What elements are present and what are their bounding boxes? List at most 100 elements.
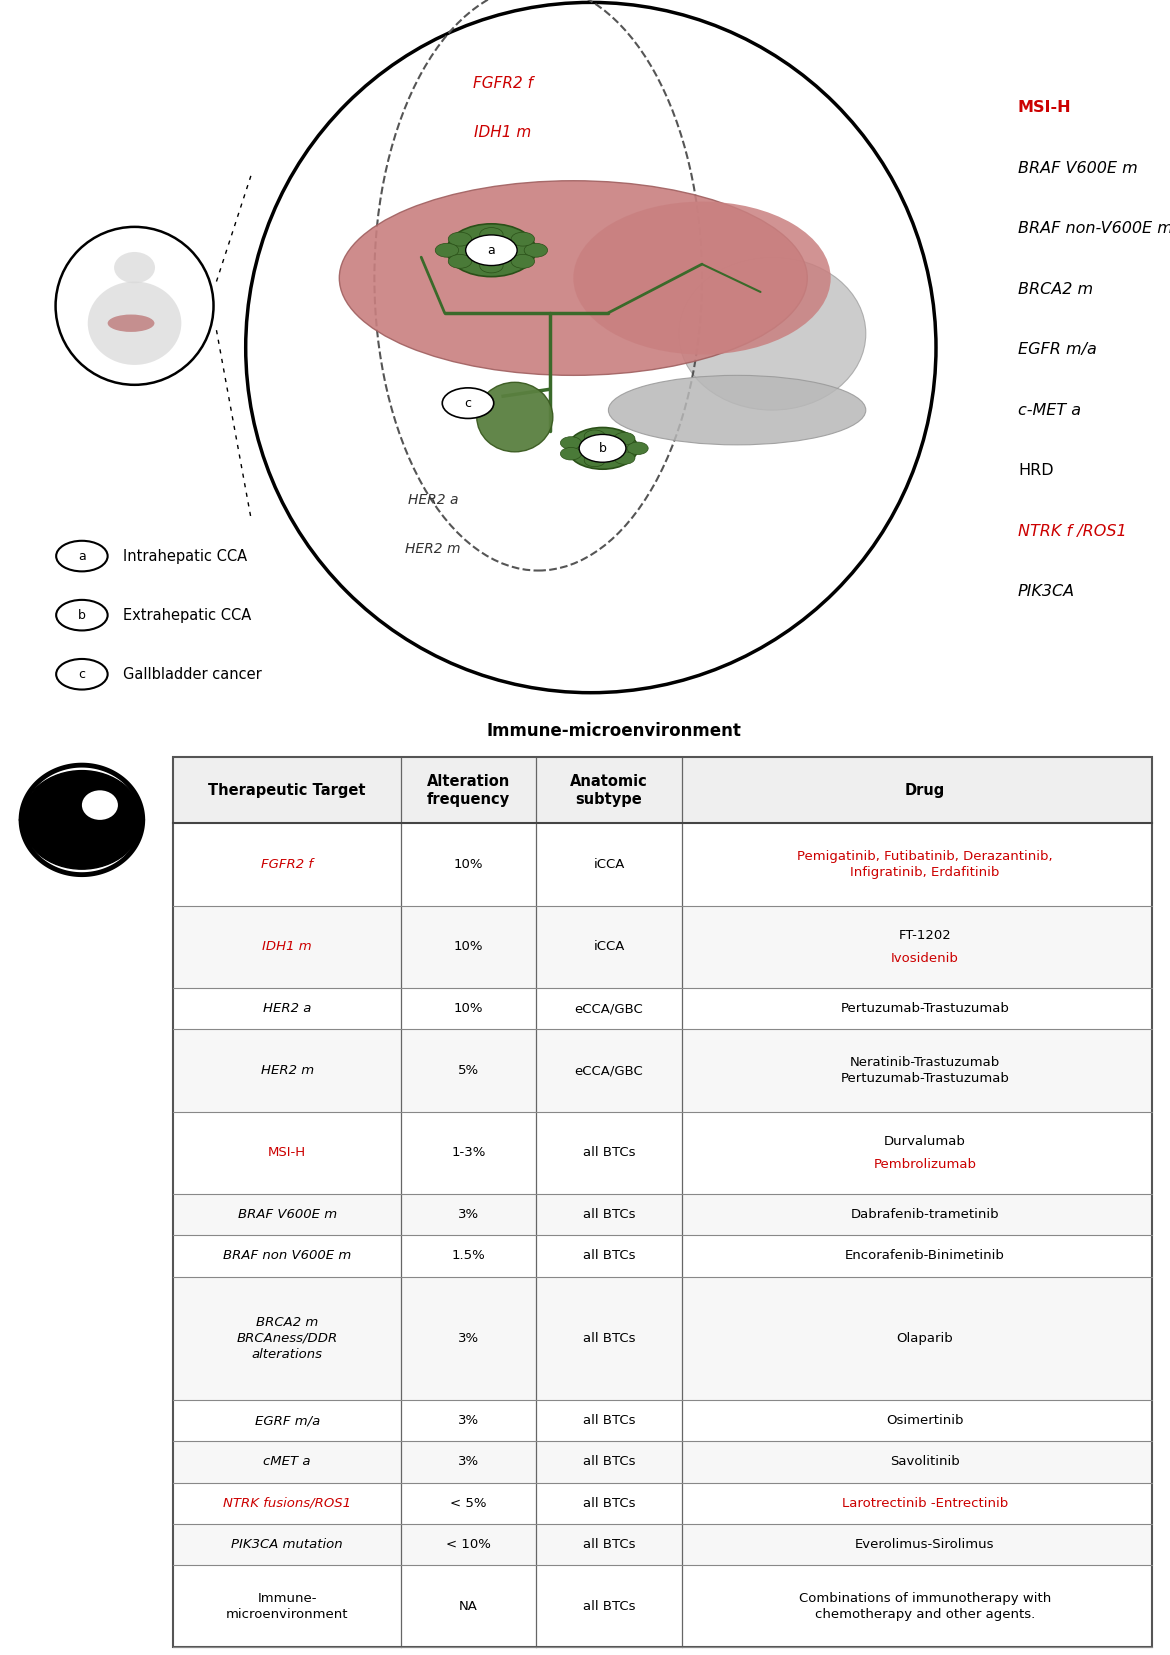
- Text: all BTCs: all BTCs: [583, 1208, 635, 1221]
- Text: EGFR m/a: EGFR m/a: [1018, 343, 1096, 357]
- Text: Savolitinib: Savolitinib: [890, 1455, 959, 1468]
- Text: eCCA/GBC: eCCA/GBC: [574, 1064, 644, 1077]
- Circle shape: [584, 453, 605, 467]
- Bar: [173, 1483, 1152, 1524]
- Bar: [173, 1524, 1152, 1566]
- Circle shape: [448, 232, 472, 247]
- Text: a: a: [78, 549, 85, 563]
- Text: IDH1 m: IDH1 m: [262, 940, 312, 953]
- Circle shape: [567, 427, 638, 470]
- Circle shape: [466, 235, 517, 265]
- Text: IDH1 m: IDH1 m: [475, 124, 531, 139]
- Text: 5%: 5%: [457, 1064, 480, 1077]
- Text: MSI-H: MSI-H: [268, 1147, 307, 1160]
- Text: 1-3%: 1-3%: [452, 1147, 486, 1160]
- Bar: [173, 988, 1152, 1029]
- Text: Gallbladder cancer: Gallbladder cancer: [123, 667, 262, 682]
- Circle shape: [524, 243, 548, 257]
- Circle shape: [614, 452, 635, 465]
- Circle shape: [82, 791, 118, 819]
- Bar: [173, 905, 1152, 988]
- Bar: [173, 758, 1152, 1647]
- Circle shape: [627, 442, 648, 455]
- Text: Immune-
microenvironment: Immune- microenvironment: [226, 1592, 349, 1620]
- Text: < 5%: < 5%: [450, 1496, 487, 1509]
- Text: c: c: [78, 667, 85, 680]
- Text: b: b: [599, 442, 606, 455]
- Text: HER2 m: HER2 m: [261, 1064, 314, 1077]
- Text: FGFR2 f: FGFR2 f: [473, 76, 534, 91]
- Text: Neratinib-Trastuzumab
Pertuzumab-Trastuzumab: Neratinib-Trastuzumab Pertuzumab-Trastuz…: [840, 1056, 1010, 1086]
- Ellipse shape: [115, 252, 154, 283]
- Text: c: c: [464, 397, 472, 410]
- Text: eCCA/GBC: eCCA/GBC: [574, 1003, 644, 1015]
- Text: all BTCs: all BTCs: [583, 1415, 635, 1427]
- Text: Immune-microenvironment: Immune-microenvironment: [487, 722, 742, 740]
- Text: 3%: 3%: [457, 1208, 480, 1221]
- Ellipse shape: [339, 180, 807, 376]
- Text: BRAF non V600E m: BRAF non V600E m: [223, 1250, 351, 1263]
- Text: Osimertinib: Osimertinib: [886, 1415, 964, 1427]
- Bar: [173, 1566, 1152, 1647]
- Bar: [173, 1442, 1152, 1483]
- Text: Dabrafenib-trametinib: Dabrafenib-trametinib: [851, 1208, 999, 1221]
- Text: all BTCs: all BTCs: [583, 1250, 635, 1263]
- Text: BRCA2 m: BRCA2 m: [1018, 281, 1093, 296]
- Text: NTRK fusions/ROS1: NTRK fusions/ROS1: [223, 1496, 351, 1509]
- Text: HER2 m: HER2 m: [405, 543, 461, 556]
- Text: Anatomic
subtype: Anatomic subtype: [570, 773, 648, 808]
- Circle shape: [511, 255, 535, 268]
- Bar: [173, 1029, 1152, 1112]
- Circle shape: [480, 258, 503, 273]
- Circle shape: [614, 432, 635, 445]
- Text: c-MET a: c-MET a: [1018, 402, 1081, 417]
- Text: Intrahepatic CCA: Intrahepatic CCA: [123, 548, 247, 564]
- Text: < 10%: < 10%: [446, 1537, 491, 1551]
- Text: NTRK f /ROS1: NTRK f /ROS1: [1018, 523, 1127, 538]
- Text: BRAF non-V600E m: BRAF non-V600E m: [1018, 222, 1170, 237]
- Ellipse shape: [477, 382, 552, 452]
- Text: 10%: 10%: [454, 1003, 483, 1015]
- Text: FT-1202: FT-1202: [899, 928, 951, 942]
- Text: a: a: [488, 243, 495, 257]
- Text: Durvalumab: Durvalumab: [885, 1135, 965, 1149]
- Text: BRCA2 m
BRCAness/DDR
alterations: BRCA2 m BRCAness/DDR alterations: [236, 1316, 338, 1360]
- Bar: [173, 758, 1152, 824]
- Circle shape: [448, 255, 472, 268]
- Text: Larotrectinib -Entrectinib: Larotrectinib -Entrectinib: [841, 1496, 1009, 1509]
- Text: NA: NA: [459, 1600, 479, 1612]
- Text: EGRF m/a: EGRF m/a: [255, 1415, 319, 1427]
- Text: Extrahepatic CCA: Extrahepatic CCA: [123, 607, 252, 622]
- Text: BRAF V600E m: BRAF V600E m: [1018, 161, 1137, 175]
- Ellipse shape: [21, 765, 143, 874]
- Circle shape: [511, 232, 535, 247]
- Text: 10%: 10%: [454, 857, 483, 871]
- Ellipse shape: [573, 202, 831, 354]
- Ellipse shape: [108, 314, 154, 333]
- Text: Pertuzumab-Trastuzumab: Pertuzumab-Trastuzumab: [840, 1003, 1010, 1015]
- Text: all BTCs: all BTCs: [583, 1332, 635, 1346]
- Text: Combinations of immunotherapy with
chemotherapy and other agents.: Combinations of immunotherapy with chemo…: [799, 1592, 1051, 1620]
- Text: 3%: 3%: [457, 1455, 480, 1468]
- Text: Ivosidenib: Ivosidenib: [890, 952, 959, 965]
- Text: cMET a: cMET a: [263, 1455, 311, 1468]
- Circle shape: [584, 430, 605, 442]
- Text: MSI-H: MSI-H: [1018, 101, 1072, 116]
- Circle shape: [442, 387, 494, 419]
- Bar: [173, 1276, 1152, 1400]
- Text: Therapeutic Target: Therapeutic Target: [208, 783, 366, 798]
- Text: 3%: 3%: [457, 1332, 480, 1346]
- Bar: [173, 1400, 1152, 1442]
- Bar: [173, 1235, 1152, 1276]
- Text: PIK3CA: PIK3CA: [1018, 584, 1075, 599]
- Text: HRD: HRD: [1018, 463, 1053, 478]
- Text: iCCA: iCCA: [593, 857, 625, 871]
- Text: all BTCs: all BTCs: [583, 1600, 635, 1612]
- Text: Alteration
frequency: Alteration frequency: [427, 773, 510, 808]
- Circle shape: [447, 223, 536, 276]
- Text: 10%: 10%: [454, 940, 483, 953]
- Text: all BTCs: all BTCs: [583, 1455, 635, 1468]
- Circle shape: [480, 228, 503, 242]
- Text: Everolimus-Sirolimus: Everolimus-Sirolimus: [855, 1537, 994, 1551]
- Circle shape: [560, 447, 581, 460]
